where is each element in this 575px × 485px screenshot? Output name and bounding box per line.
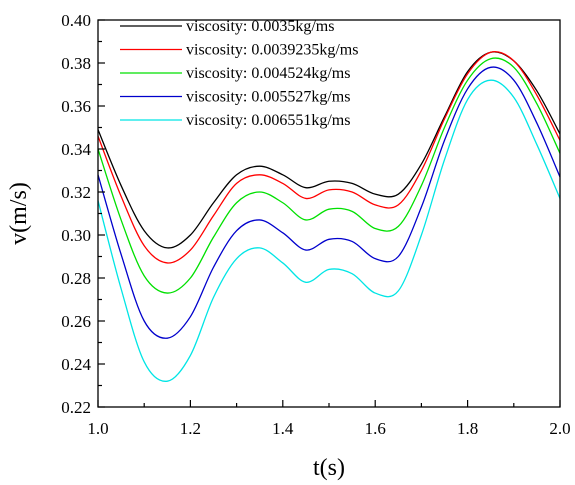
legend-label-4: viscosity: 0.005527kg/ms [186, 89, 350, 106]
y-axis-title: v(m/s) [6, 182, 32, 245]
series-line-3 [97, 57, 561, 294]
legend-label-5: viscosity: 0.006551kg/ms [186, 112, 350, 129]
y-tick-label: 0.30 [61, 226, 91, 245]
x-tick-label: 1.2 [180, 419, 201, 438]
y-tick-label: 0.38 [61, 54, 91, 73]
series-line-2 [97, 51, 561, 264]
y-tick-label: 0.22 [61, 398, 91, 417]
legend-label-1: viscosity: 0.0035kg/ms [186, 18, 334, 35]
x-tick-label: 2.0 [549, 419, 570, 438]
series-line-5 [97, 79, 561, 382]
x-axis: 1.0 1.2 1.4 1.6 1.8 2.0 [87, 400, 571, 438]
y-tick-label: 0.36 [61, 97, 91, 116]
y-tick-label: 0.24 [61, 355, 91, 374]
x-axis-title: t(s) [313, 455, 345, 481]
x-tick-label: 1.4 [272, 419, 294, 438]
y-tick-label: 0.28 [61, 269, 91, 288]
y-tick-label: 0.32 [61, 183, 91, 202]
series-line-4 [97, 66, 561, 339]
x-tick-label: 1.0 [87, 419, 108, 438]
y-tick-label: 0.34 [61, 140, 91, 159]
x-tick-label: 1.6 [365, 419, 386, 438]
y-axis: 0.22 0.24 0.26 0.28 0.30 0.32 0.34 0.36 0.38 0.40 [61, 11, 105, 417]
y-tick-label: 0.40 [61, 11, 91, 30]
y-tick-label: 0.26 [61, 312, 91, 331]
legend-label-2: viscosity: 0.0039235kg/ms [186, 42, 358, 59]
legend-label-3: viscosity: 0.004524kg/ms [186, 65, 350, 82]
legend: viscosity: 0.0035kg/ms viscosity: 0.00392… [120, 18, 358, 129]
series-layer [97, 51, 561, 382]
x-tick-label: 1.8 [457, 419, 478, 438]
